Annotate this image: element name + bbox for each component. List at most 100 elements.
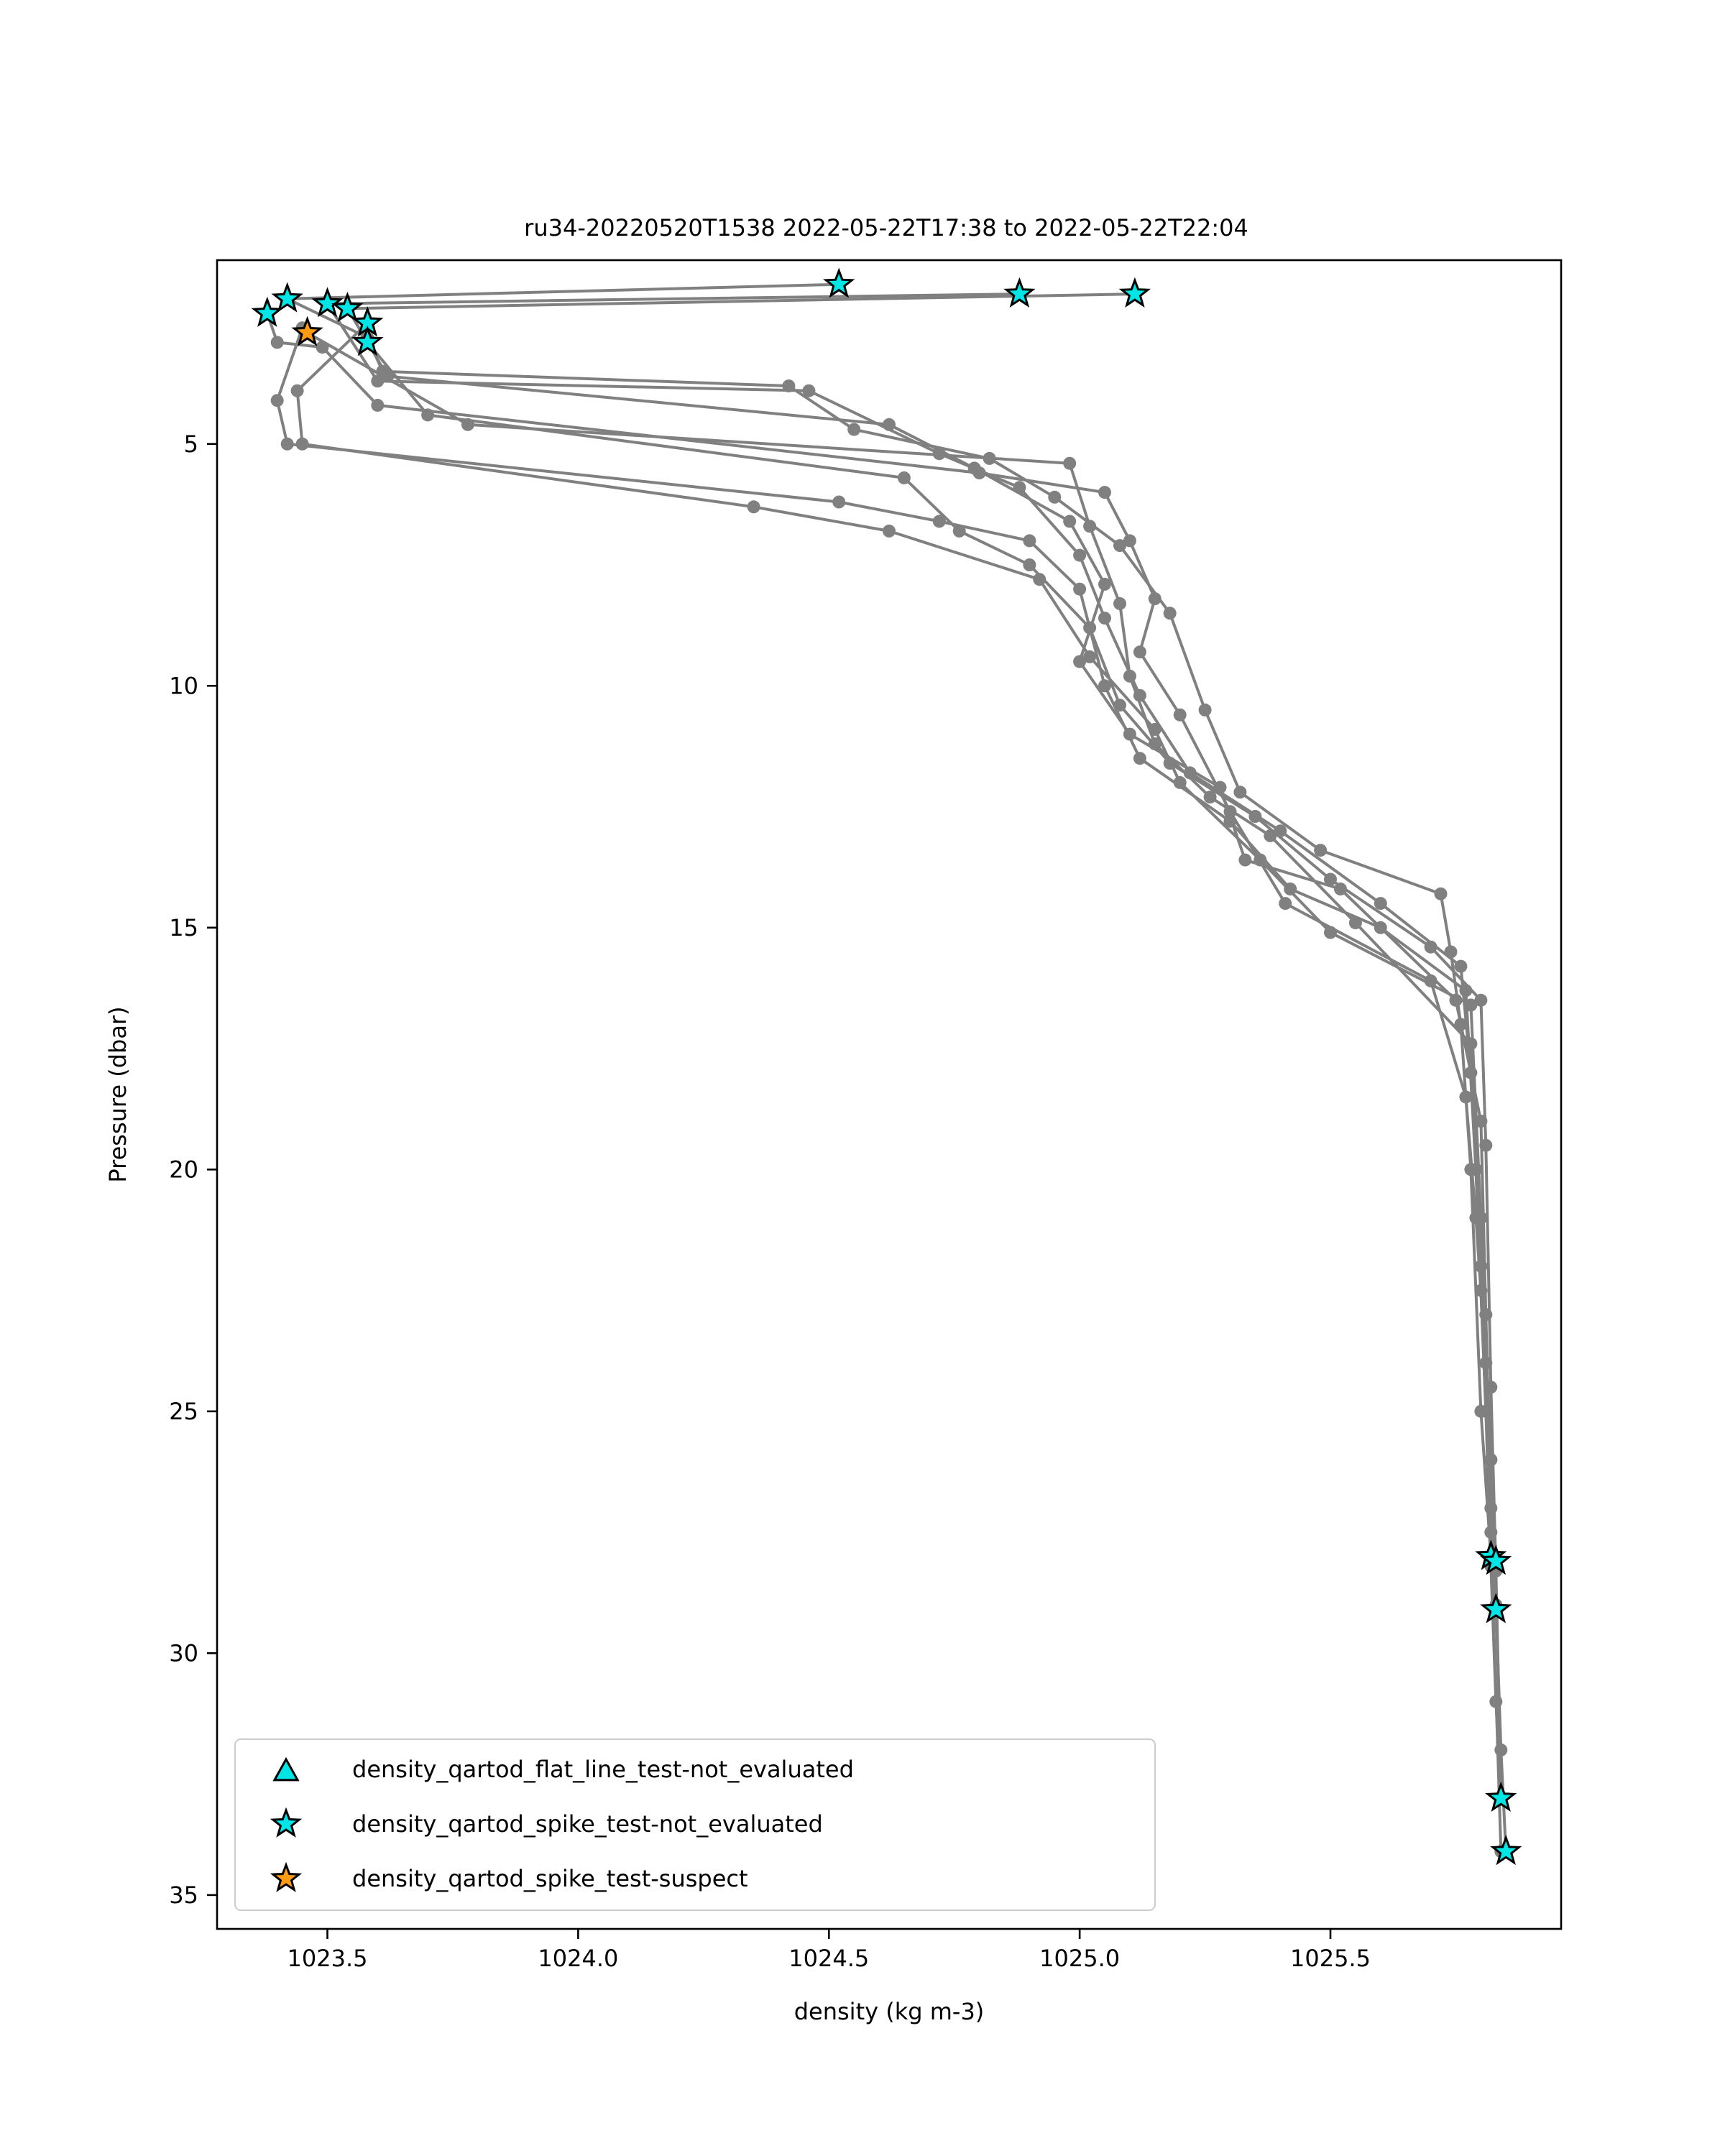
profile-point <box>1173 775 1187 789</box>
profile-point <box>1459 1090 1473 1104</box>
profile-point <box>1279 897 1292 911</box>
profile-point <box>1098 612 1111 625</box>
legend-entry: density_qartod_spike_test-not_evaluated <box>270 1807 823 1838</box>
profile-point <box>1254 853 1267 867</box>
legend-label: density_qartod_spike_test-suspect <box>352 1865 748 1892</box>
profile-point <box>1123 669 1136 683</box>
plot-frame <box>216 259 1563 1930</box>
y-tick-label: 20 <box>169 1156 198 1183</box>
profile-point <box>1233 786 1247 799</box>
profile-point <box>1133 752 1146 765</box>
qc-flag-star <box>1490 1834 1522 1866</box>
profile-point <box>1098 486 1111 499</box>
y-axis-label: Pressure (dbar) <box>104 1006 132 1182</box>
legend-label: density_qartod_flat_line_test-not_evalua… <box>352 1756 854 1783</box>
profile-point <box>1348 916 1362 930</box>
qc-flag-star <box>351 326 384 356</box>
profile-line <box>275 327 1503 1799</box>
y-tick-label: 15 <box>169 914 198 941</box>
profile-point <box>290 384 304 397</box>
profile-point <box>295 437 309 451</box>
profile-point <box>270 336 284 349</box>
profile-point <box>1098 679 1111 693</box>
profile-point <box>1023 558 1036 571</box>
profile-point <box>952 524 966 538</box>
profile-point <box>1203 791 1217 804</box>
legend-triangle-marker <box>272 1756 300 1782</box>
profile-series <box>260 307 1498 1563</box>
legend-entries: density_qartod_flat_line_test-not_evalua… <box>270 1756 854 1892</box>
x-tick-label: 1023.5 <box>288 1945 368 1972</box>
x-axis: 1023.5 1024.0 1024.5 1025.0 1025.5 <box>288 1929 1371 1972</box>
legend: density_qartod_flat_line_test-not_evalua… <box>234 1738 1156 1911</box>
qc-flag-markers <box>251 267 1522 1866</box>
legend-star-marker <box>270 1807 303 1838</box>
profile-point <box>832 495 846 509</box>
profile-point <box>1083 520 1097 533</box>
plot-content <box>251 267 1522 1866</box>
profile-point <box>897 471 911 484</box>
profile-point <box>1148 737 1162 750</box>
profile-point <box>1033 573 1046 586</box>
profile-point <box>883 524 896 538</box>
profile-point <box>1223 814 1237 828</box>
profile-point <box>1454 959 1468 973</box>
profile-point <box>747 500 760 514</box>
y-tick-label: 5 <box>184 430 198 458</box>
qc-flag-star <box>331 292 364 323</box>
profile-point <box>1474 1284 1488 1297</box>
qc-flag-star <box>1485 1782 1517 1812</box>
profile-line <box>366 341 1503 1799</box>
profile-point <box>1063 456 1077 470</box>
profile-point <box>1073 655 1087 668</box>
profile-point <box>1374 921 1387 934</box>
profile-point <box>1324 872 1337 886</box>
profile-series <box>290 316 1513 1858</box>
profile-point <box>1238 853 1252 867</box>
profile-point <box>1113 596 1126 610</box>
qc-flag-star <box>1480 1593 1512 1623</box>
profile-point <box>1163 607 1177 620</box>
profile-point <box>1334 883 1347 895</box>
qc-flag-star <box>1118 277 1151 308</box>
legend-label: density_qartod_spike_test-not_evaluated <box>352 1810 823 1838</box>
chart-title: ru34-20220520T1538 2022-05-22T17:38 to 2… <box>524 214 1248 241</box>
profile-point <box>1113 699 1126 712</box>
profile-point <box>1173 708 1187 722</box>
qc-flag-star <box>1480 1544 1512 1575</box>
profile-line <box>306 331 1503 1852</box>
profile-point <box>1133 645 1146 659</box>
legend-box <box>234 1738 1156 1911</box>
profile-point <box>461 418 474 431</box>
profile-line <box>295 322 1508 1852</box>
profile-point <box>1464 1037 1478 1051</box>
profile-point <box>972 466 986 480</box>
profile-point <box>1123 534 1136 548</box>
qc-flag-star <box>823 267 855 298</box>
x-axis-label: density (kg m-3) <box>794 1998 985 2025</box>
qc-flag-star <box>271 282 303 313</box>
qc-flag-star <box>251 296 283 327</box>
profile-point <box>1484 1381 1498 1394</box>
y-tick-label: 30 <box>169 1639 198 1667</box>
y-tick-label: 35 <box>169 1881 198 1909</box>
profile-line <box>265 313 1493 1557</box>
x-tick-label: 1025.5 <box>1290 1945 1371 1972</box>
profile-point <box>883 418 896 431</box>
x-tick-label: 1025.0 <box>1039 1945 1120 1972</box>
y-axis: 5 10 15 20 25 30 35 <box>169 430 217 1909</box>
profile-point <box>371 374 385 388</box>
profile-point <box>1073 548 1087 562</box>
profile-point <box>932 515 946 528</box>
profile-point <box>1073 582 1087 596</box>
profile-point <box>1248 810 1262 823</box>
profile-series <box>270 321 1508 1805</box>
profile-point <box>1434 887 1448 900</box>
legend-entry: density_qartod_spike_test-suspect <box>270 1861 748 1892</box>
profile-point <box>1464 998 1478 1012</box>
profile-point <box>270 394 284 407</box>
profile-point <box>1148 592 1162 606</box>
legend-star-marker <box>270 1861 303 1892</box>
qc-flag-star <box>291 315 323 346</box>
